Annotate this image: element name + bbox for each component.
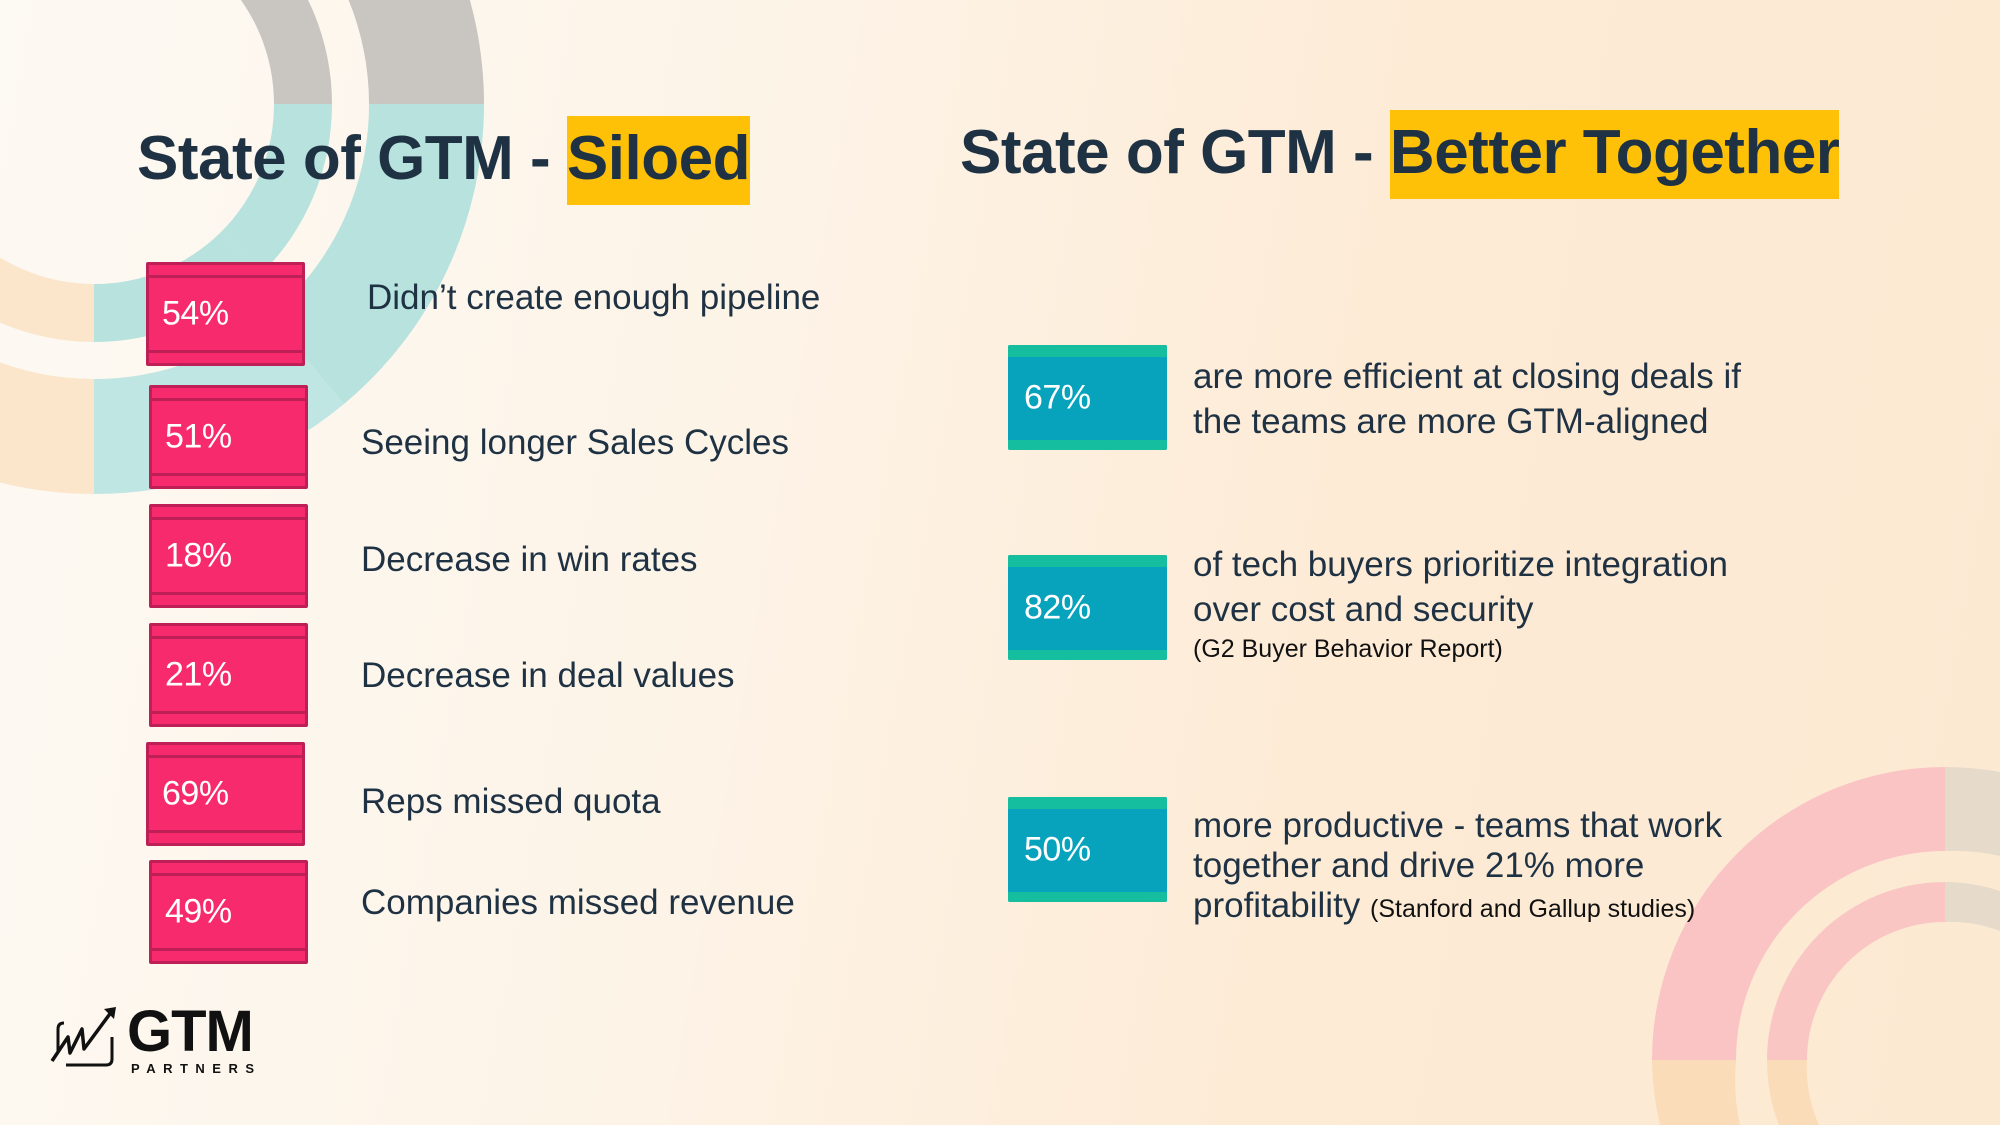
desc-line: are more efficient at closing deals if: [1193, 357, 1741, 396]
stat-box-efficiency: 67%: [1008, 345, 1167, 450]
left-title-highlight: Siloed: [566, 116, 750, 205]
stat-box-sales-cycles: 51%: [149, 385, 308, 489]
logo-subtitle: PARTNERS: [131, 1061, 262, 1076]
stat-box-missed-revenue: 49%: [149, 860, 308, 964]
stat-value: 18%: [165, 536, 232, 575]
stat-value: 49%: [165, 892, 232, 931]
chart-arrow-icon: [50, 1007, 116, 1067]
right-title: State of GTM - Better Together: [960, 110, 1840, 199]
stat-box-win-rates: 18%: [149, 504, 308, 608]
left-title-prefix: State of GTM -: [137, 124, 567, 193]
stat-desc-integration: of tech buyers prioritize integration ov…: [1193, 542, 1728, 666]
stat-value: 67%: [1024, 378, 1091, 416]
stat-value: 54%: [162, 294, 229, 333]
stat-label-missed-quota: Reps missed quota: [361, 782, 661, 821]
right-title-highlight: Better Together: [1389, 110, 1840, 199]
desc-line: together and drive 21% more: [1193, 846, 1645, 885]
desc-line: the teams are more GTM-aligned: [1193, 402, 1709, 441]
logo-name: GTM: [127, 999, 254, 1064]
stat-label-sales-cycles: Seeing longer Sales Cycles: [361, 423, 790, 462]
stat-box-productivity: 50%: [1008, 797, 1167, 902]
gtm-partners-logo: GTM PARTNERS: [50, 1003, 260, 1083]
left-title: State of GTM - Siloed: [137, 116, 750, 205]
stat-value: 50%: [1024, 830, 1091, 868]
desc-line: profitability: [1193, 886, 1361, 925]
stat-value: 21%: [165, 655, 232, 694]
stat-desc-productivity: more productive - teams that work togeth…: [1193, 806, 1722, 929]
stat-value: 51%: [165, 417, 232, 456]
right-title-prefix: State of GTM -: [960, 118, 1390, 187]
stat-value: 69%: [162, 774, 229, 813]
desc-line: of tech buyers prioritize integration: [1193, 545, 1728, 584]
stat-box-pipeline: 54%: [146, 262, 305, 366]
citation: (Stanford and Gallup studies): [1370, 895, 1696, 923]
stat-label-deal-values: Decrease in deal values: [361, 656, 735, 695]
stat-box-missed-quota: 69%: [146, 742, 305, 846]
stat-label-pipeline: Didn’t create enough pipeline: [367, 278, 821, 317]
stat-label-missed-revenue: Companies missed revenue: [361, 883, 795, 922]
stat-desc-efficiency: are more efficient at closing deals if t…: [1193, 354, 1741, 444]
citation: (G2 Buyer Behavior Report): [1193, 635, 1503, 663]
stat-label-win-rates: Decrease in win rates: [361, 540, 698, 579]
stat-box-deal-values: 21%: [149, 623, 308, 727]
stat-value: 82%: [1024, 588, 1091, 626]
stat-box-integration: 82%: [1008, 555, 1167, 660]
desc-line: over cost and security: [1193, 590, 1534, 629]
desc-line: more productive - teams that work: [1193, 806, 1723, 845]
